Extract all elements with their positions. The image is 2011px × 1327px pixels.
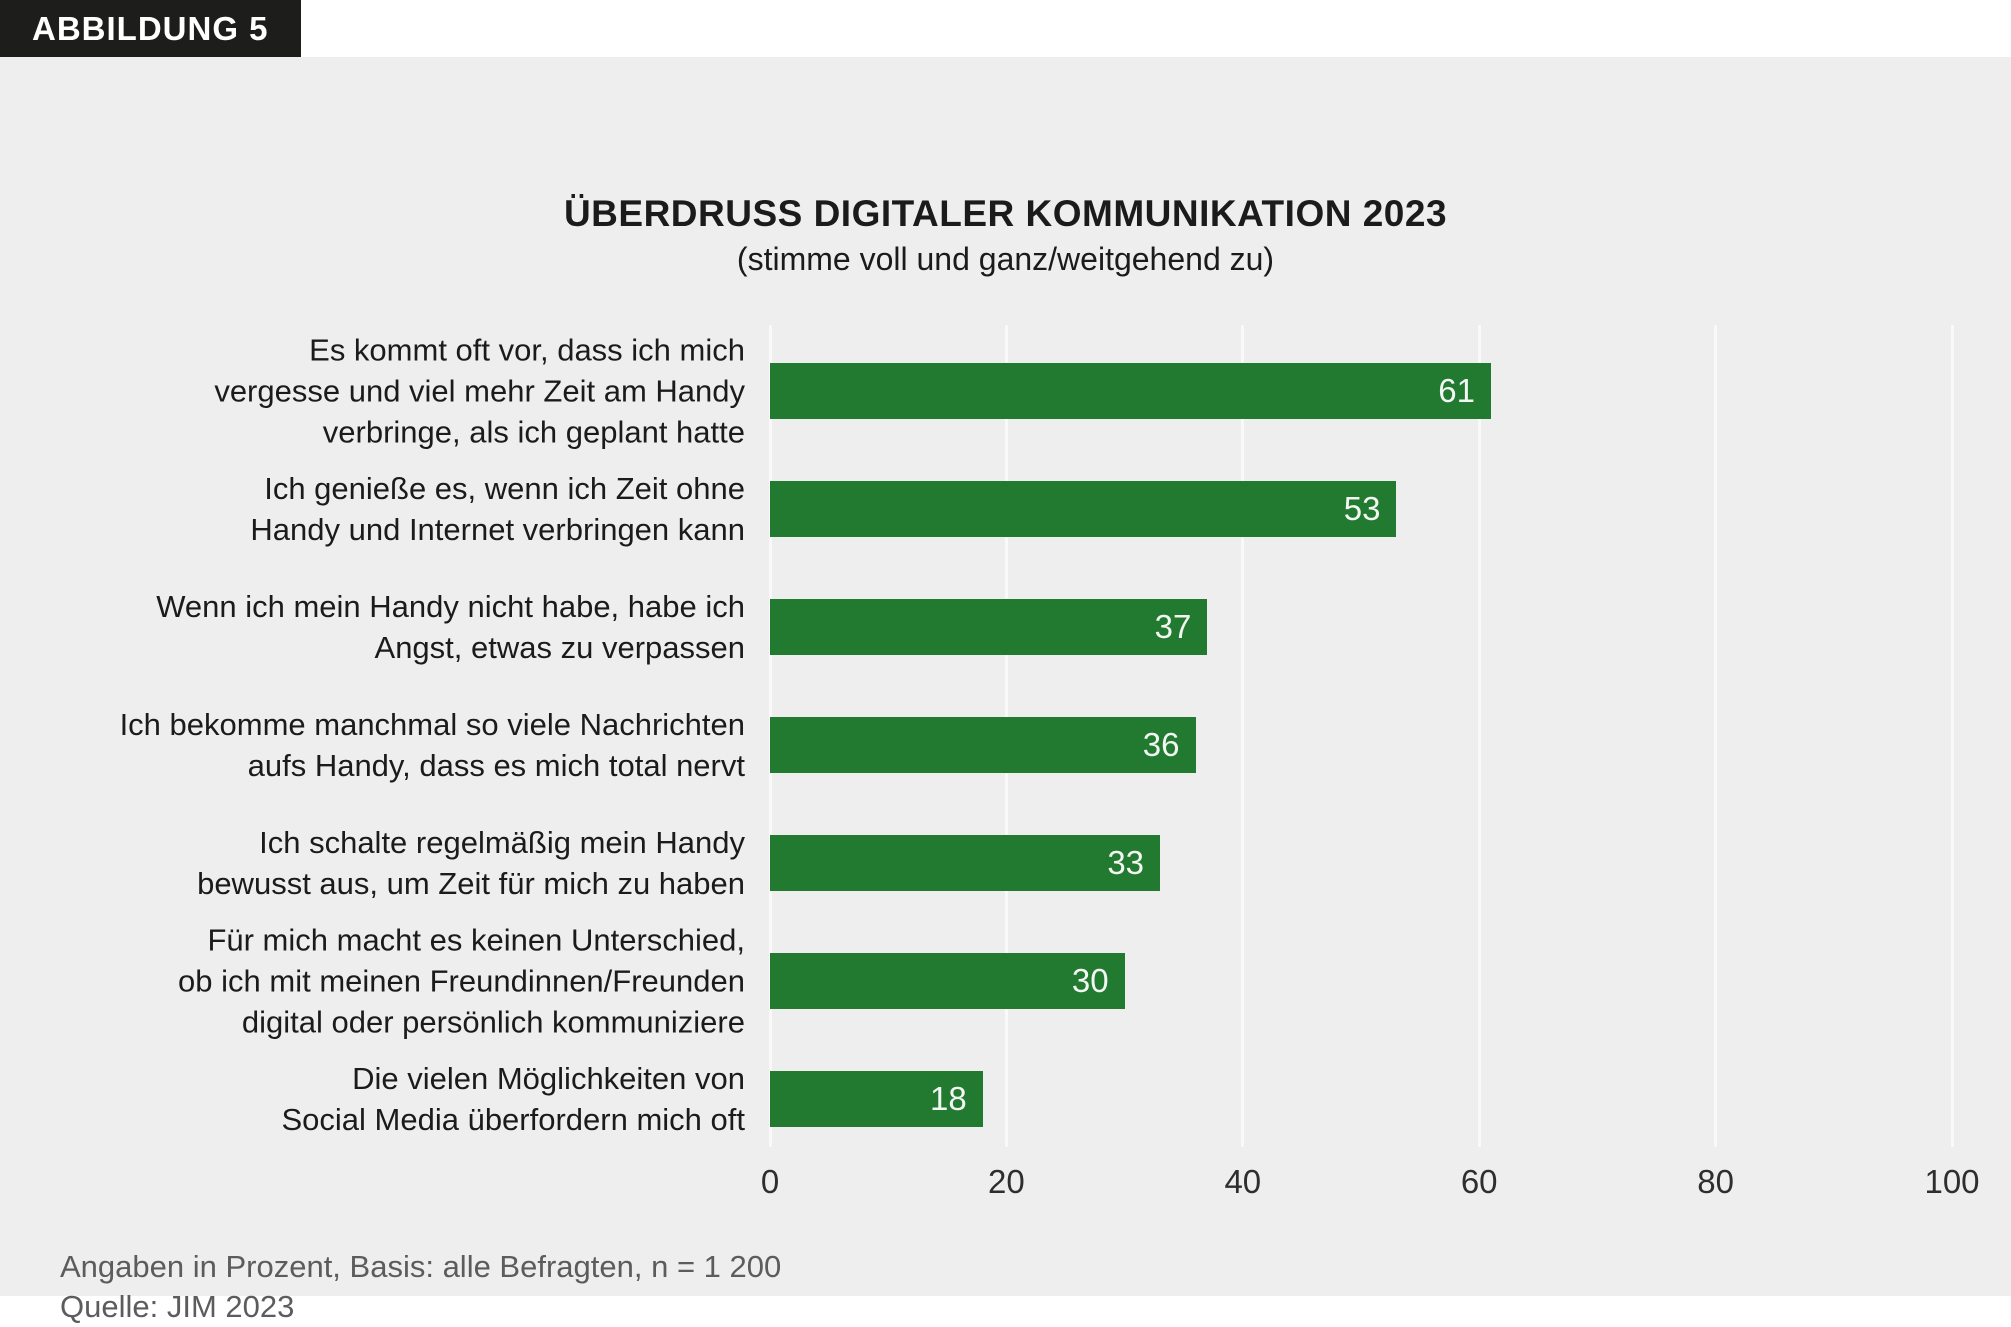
bar-value-label: 37 xyxy=(1154,608,1192,645)
bar-row-2: 53 xyxy=(770,481,1397,537)
bar-value-label: 53 xyxy=(1343,490,1381,527)
chart-panel: ÜBERDRUSS DIGITALER KOMMUNIKATION 2023 (… xyxy=(0,57,2011,1324)
figure-badge: ABBILDUNG 5 xyxy=(0,0,301,57)
category-label-4: Ich bekomme manchmal so viele Nachrichte… xyxy=(119,707,745,783)
x-axis-tick-60: 60 xyxy=(1460,1163,1498,1200)
x-axis-tick-20: 20 xyxy=(988,1163,1025,1200)
category-label-5: Ich schalte regelmäßig mein Handy bewuss… xyxy=(197,825,745,901)
gridline-80 xyxy=(1714,325,1718,1147)
bar-row-3: 37 xyxy=(770,599,1208,655)
category-label-7: Die vielen Möglichkeiten von Social Medi… xyxy=(281,1061,745,1137)
category-labels: Es kommt oft vor, dass ich mich vergesse… xyxy=(30,325,745,1147)
category-label-2: Ich genieße es, wenn ich Zeit ohne Handy… xyxy=(250,471,745,547)
bar-row-6: 30 xyxy=(770,953,1125,1009)
footnote-basis: Angaben in Prozent, Basis: alle Befragte… xyxy=(60,1249,782,1284)
bar-row-5: 33 xyxy=(770,835,1161,891)
x-axis-tick-0: 0 xyxy=(760,1163,780,1200)
x-axis-tick-80: 80 xyxy=(1697,1163,1734,1200)
category-label-3: Wenn ich mein Handy nicht habe, habe ich… xyxy=(156,589,745,665)
bar-row-1: 61 xyxy=(770,363,1492,419)
gridline-60 xyxy=(1477,325,1481,1147)
bar-chart-plot-area: 0 20 40 60 80 100 61 53 37 36 33 30 18 xyxy=(761,325,1980,1200)
bar-value-label: 33 xyxy=(1107,844,1145,881)
chart-subtitle: (stimme voll und ganz/weitgehend zu) xyxy=(736,241,1275,277)
bar-value-label: 30 xyxy=(1071,962,1109,999)
bar-row-7: 18 xyxy=(770,1071,983,1127)
gridline-40 xyxy=(1241,325,1245,1147)
bar-row-4: 36 xyxy=(770,717,1196,773)
x-axis-tick-40: 40 xyxy=(1224,1163,1262,1200)
category-label-6: Für mich macht es keinen Unterschied, ob… xyxy=(178,922,745,1040)
category-label-1: Es kommt oft vor, dass ich mich vergesse… xyxy=(214,332,745,450)
footnote-source: Quelle: JIM 2023 xyxy=(60,1289,295,1324)
chart-title: ÜBERDRUSS DIGITALER KOMMUNIKATION 2023 xyxy=(563,193,1448,234)
x-axis-tick-100: 100 xyxy=(1924,1163,1980,1200)
bar-value-label: 18 xyxy=(930,1080,967,1117)
bar-value-label: 61 xyxy=(1438,372,1476,409)
gridline-100 xyxy=(1950,325,1954,1147)
bar-value-label: 36 xyxy=(1142,726,1180,763)
